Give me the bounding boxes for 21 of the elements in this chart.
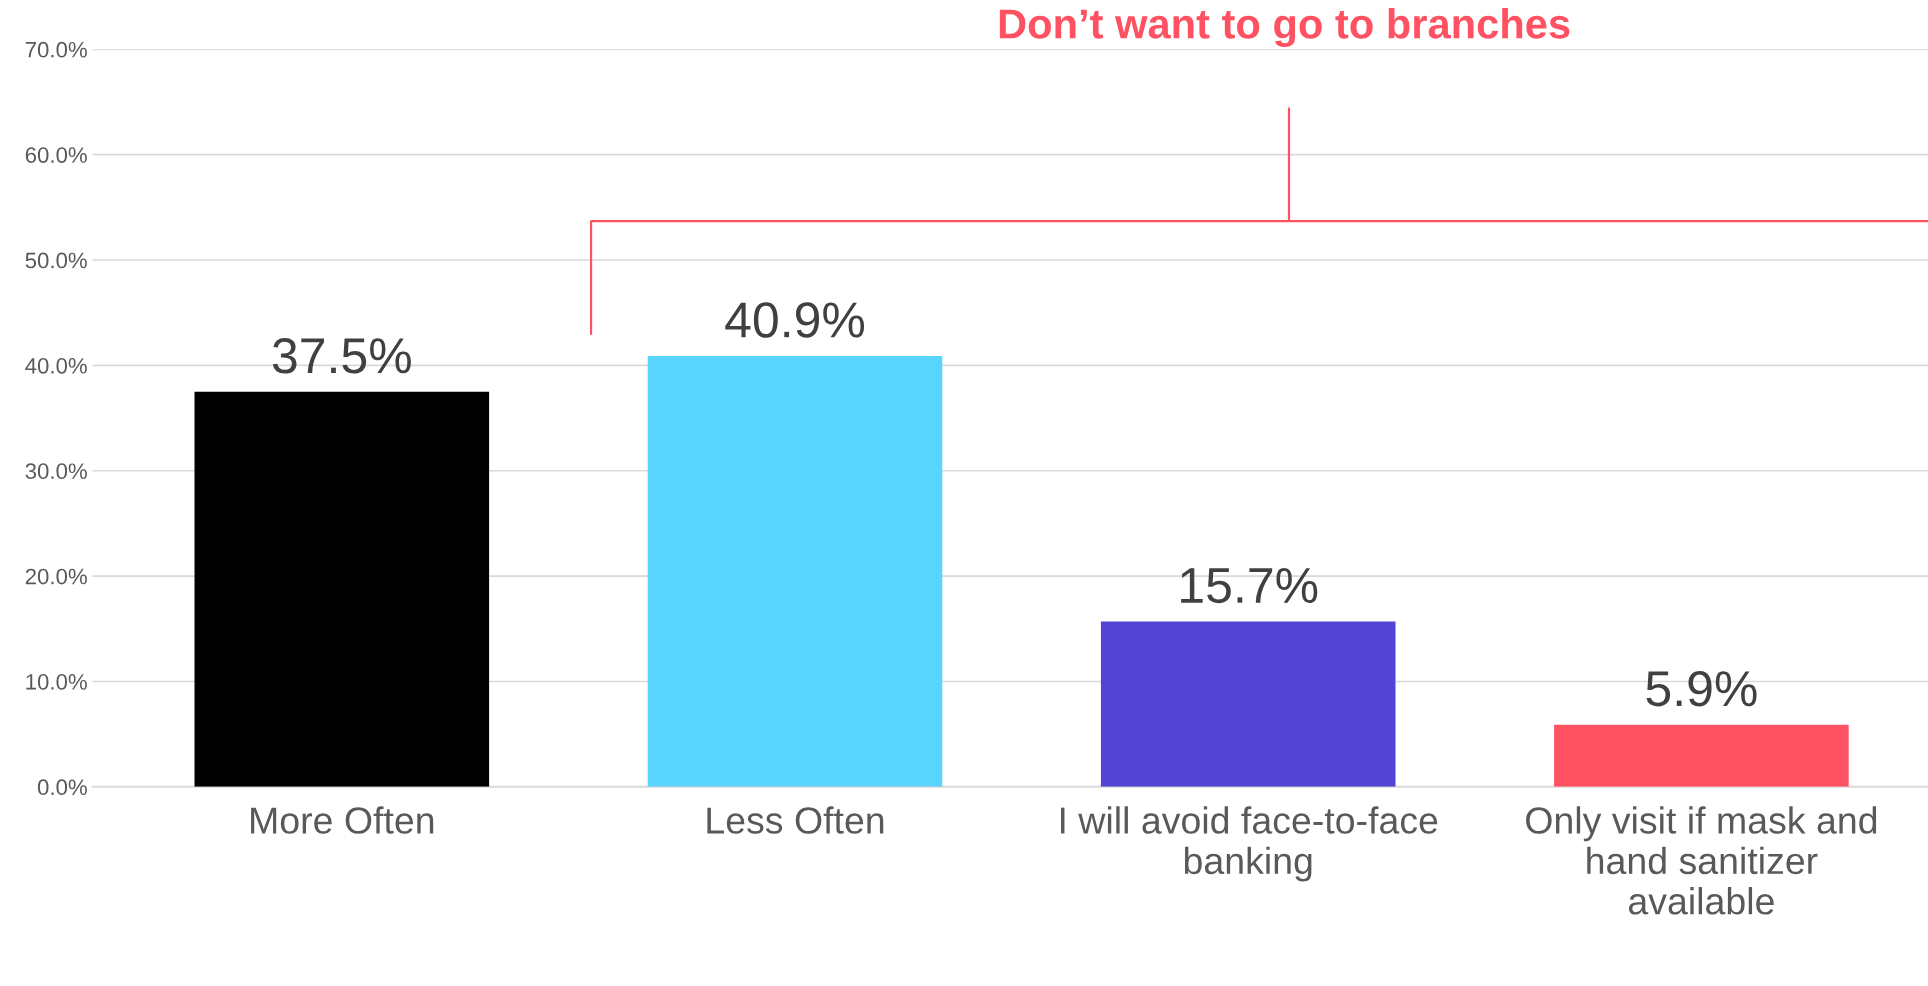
bar: [1554, 724, 1849, 787]
data-label: 15.7%: [1181, 568, 1318, 604]
data-label: 5.9%: [1646, 671, 1757, 707]
x-tick-label: More Often: [251, 806, 434, 834]
y-tick-label: 10.0%: [26, 674, 87, 690]
y-tick-label: 0.0%: [37, 779, 87, 796]
bar: [1100, 621, 1396, 787]
text: Don’t want to go to branches: [999, 8, 1570, 48]
x-tick-label: Less Often: [707, 806, 884, 834]
y-tick-label: 60.0%: [25, 147, 87, 163]
y-tick-label: 70.0%: [25, 41, 87, 58]
x-tick-label: Only visit if mask and hand sanitizer available: [1526, 806, 1877, 915]
y-tick-label: 50.0%: [25, 252, 87, 269]
y-tick-label: 20.0%: [25, 568, 87, 585]
bar: [647, 355, 943, 787]
data-label: 37.5%: [272, 338, 411, 374]
bar: [194, 391, 490, 787]
x-tick-label: I will avoid face-to-face banking: [1060, 806, 1438, 882]
data-label: 40.9%: [725, 302, 865, 338]
y-tick-label: 30.0%: [25, 463, 87, 480]
y-tick-label: 40.0%: [25, 357, 87, 374]
